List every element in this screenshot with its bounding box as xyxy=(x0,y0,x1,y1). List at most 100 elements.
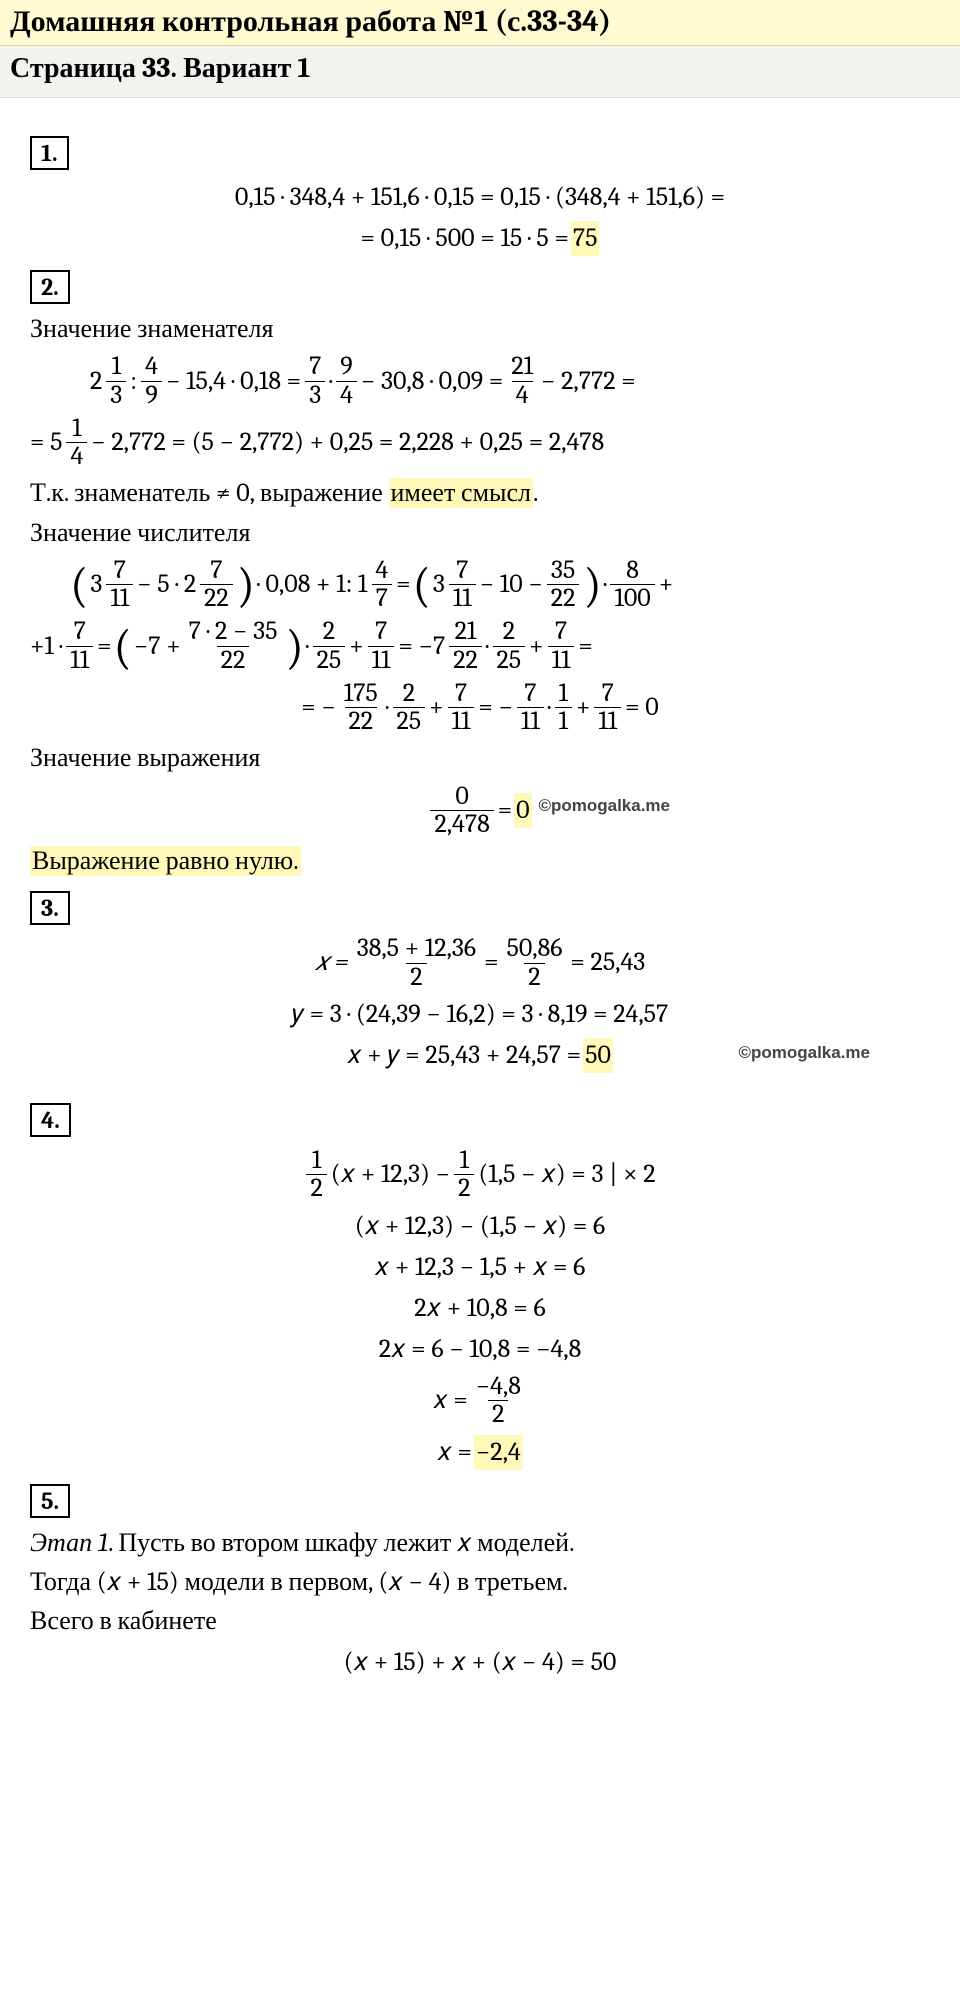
answer-highlight: 0 xyxy=(514,793,531,828)
t: (𝑥 + 15) + 𝑥 + (𝑥 − 4) = 50 xyxy=(344,1645,617,1680)
d: 25 xyxy=(313,646,346,674)
math-text: 0,15 · 348,4 + 151,6 · 0,15 = 0,15 · (34… xyxy=(235,180,725,215)
content: 1. 0,15 · 348,4 + 151,6 · 0,15 = 0,15 · … xyxy=(0,98,960,1680)
p2-sense: Т.к. знаменатель ≠ 0, выражение имеет см… xyxy=(30,476,930,511)
t: · xyxy=(329,364,332,399)
page-title: Домашняя контрольная работа №1 (с.33-34) xyxy=(0,0,960,46)
d: 22 xyxy=(547,584,580,612)
paren: ) xyxy=(237,567,255,605)
p2-value-label: Значение выражения xyxy=(30,741,930,776)
p5-eq: (𝑥 + 15) + 𝑥 + (𝑥 − 4) = 50 xyxy=(30,1645,930,1680)
d: 22 xyxy=(217,646,250,674)
n: 2 xyxy=(399,680,419,707)
d: 22 xyxy=(449,646,482,674)
paren: ) xyxy=(286,629,304,667)
d: 2 xyxy=(406,963,426,991)
t: + xyxy=(576,690,590,725)
t: · xyxy=(486,629,489,664)
n: 7 xyxy=(371,618,391,645)
t: 𝑥 = xyxy=(437,1435,472,1470)
t: 3 xyxy=(433,567,445,602)
n: 7 xyxy=(70,618,90,645)
problem-number-3: 3. xyxy=(30,891,70,925)
d: 2 xyxy=(306,1174,326,1202)
t: + xyxy=(429,690,443,725)
d: 7 xyxy=(372,584,392,612)
t: . Пусть во втором шкафу лежит 𝑥 моделей. xyxy=(108,1528,574,1558)
n: 1 xyxy=(456,1147,473,1174)
t: (1,5 − 𝑥) = 3 | × 2 xyxy=(478,1157,655,1192)
frac: 02,478 xyxy=(430,783,493,839)
d: 11 xyxy=(448,707,475,735)
frac: 3522 xyxy=(547,557,580,613)
frac: 225 xyxy=(313,618,346,674)
t: = 25,43 xyxy=(570,945,645,980)
answer-highlight: 50 xyxy=(583,1038,613,1073)
n: 7 xyxy=(520,680,540,707)
watermark: ©pomogalka.me xyxy=(738,1042,870,1065)
d: 2,478 xyxy=(430,810,493,838)
t: = − xyxy=(301,690,336,725)
t: − 10 − xyxy=(480,567,543,602)
n: 50,86 xyxy=(502,935,566,962)
paren: ( xyxy=(413,567,431,605)
p4-line3: 𝑥 + 12,3 − 1,5 + 𝑥 = 6 xyxy=(30,1250,930,1285)
frac: 73 xyxy=(305,353,325,409)
frac: 711 xyxy=(517,680,544,736)
highlight: Выражение равно нулю. xyxy=(30,846,301,876)
n: 7 xyxy=(305,353,325,380)
p5-line2: Тогда (𝑥 + 15) модели в первом, (𝑥 − 4) … xyxy=(30,1565,930,1600)
n: 35 xyxy=(547,557,579,584)
p2-num-line2: +1 · 711 = ( −7 + 7 · 2 − 3522 ) · 225 +… xyxy=(30,618,930,674)
p4-line6: 𝑥 = −4,82 xyxy=(30,1373,930,1429)
frac: 12 xyxy=(306,1147,326,1203)
p4-line4: 2𝑥 + 10,8 = 6 xyxy=(30,1291,930,1326)
t: 𝑥 = xyxy=(315,945,349,980)
d: 2 xyxy=(488,1400,508,1428)
n: 7 xyxy=(451,680,471,707)
t: = xyxy=(97,629,111,664)
p5-line3: Всего в кабинете xyxy=(30,1604,930,1639)
d: 2 xyxy=(454,1174,474,1202)
p4-line2: (𝑥 + 12,3) − (1,5 − 𝑥) = 6 xyxy=(30,1209,930,1244)
frac: 14 xyxy=(66,415,87,471)
t: · 0,08 + 1: 1 xyxy=(257,567,367,602)
problem-number-4: 4. xyxy=(30,1103,71,1137)
d: 4 xyxy=(336,381,357,409)
p3-line1: 𝑥 = 38,5 + 12,362 = 50,862 = 25,43 xyxy=(30,935,930,991)
p1-line1: 0,15 · 348,4 + 151,6 · 0,15 = 0,15 · (34… xyxy=(30,180,930,215)
t: = xyxy=(484,945,498,980)
d: 11 xyxy=(106,584,133,612)
frac: 711 xyxy=(448,680,475,736)
d: 1 xyxy=(555,707,572,735)
t: = −7 xyxy=(398,629,445,664)
p2-denom-label: Значение знаменателя xyxy=(30,312,930,347)
page-subtitle: Страница 33. Вариант 1 xyxy=(0,46,960,98)
t: = xyxy=(498,793,512,828)
frac: 12 xyxy=(454,1147,474,1203)
t: (𝑥 + 12,3) − xyxy=(331,1157,450,1192)
t: · xyxy=(386,690,389,725)
p2-num-line1: ( 3 711 − 5 · 2 722 ) · 0,08 + 1: 1 47 =… xyxy=(30,557,930,613)
frac: 7 · 2 − 3522 xyxy=(185,618,282,674)
d: 9 xyxy=(141,381,161,409)
d: 4 xyxy=(66,442,87,470)
t: + xyxy=(529,629,543,664)
n: 21 xyxy=(507,353,537,380)
t: · xyxy=(604,567,607,602)
n: 0 xyxy=(451,783,472,810)
frac: 49 xyxy=(141,353,162,409)
frac: 722 xyxy=(200,557,233,613)
frac: 2122 xyxy=(449,618,482,674)
d: 25 xyxy=(493,646,526,674)
frac: 711 xyxy=(548,618,575,674)
p2-denom-line1: 2 13 : 49 − 15,4 · 0,18 = 73 · 94 − 30,8… xyxy=(30,353,930,409)
p2-zero: Выражение равно нулю. xyxy=(30,844,930,879)
problem-number-1: 1. xyxy=(30,136,69,170)
paren: ) xyxy=(583,567,601,605)
p2-denom-line2: = 5 14 − 2,772 = (5 − 2,772) + 0,25 = 2,… xyxy=(30,415,930,471)
t: 𝑦 = 3 · (24,39 − 16,2) = 3 · 8,19 = 24,5… xyxy=(292,997,669,1032)
p2-value: 02,478 = 0 ©pomogalka.me xyxy=(30,783,930,839)
t: : xyxy=(130,364,137,399)
highlight: имеет смысл xyxy=(389,478,534,508)
